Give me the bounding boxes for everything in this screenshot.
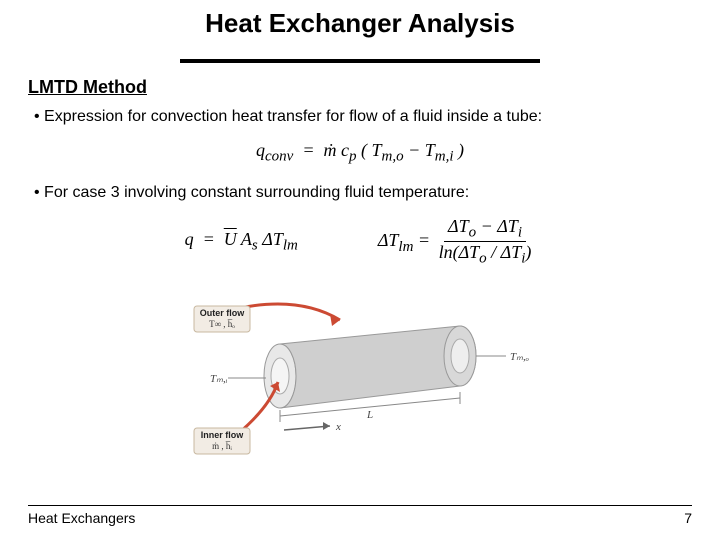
inner-flow-label: Inner flow (201, 430, 244, 440)
equation-lmtd: ΔTlm = ΔTo − ΔTi ln(ΔTo / ΔTi) (378, 216, 536, 268)
outer-flow-label: Outer flow (200, 308, 245, 318)
label-tmi: Tₘ,ᵢ (210, 373, 228, 385)
slide-footer: Heat Exchangers 7 (28, 505, 692, 526)
tube-diagram: Outer flow T∞ , h̅ₒ Inner flow ṁ , h̅ᵢ T… (28, 286, 692, 456)
equation-qconv-row: qconv = ṁ cp ( Tm,o − Tm,i ) (28, 140, 692, 166)
footer-page-number: 7 (684, 510, 692, 526)
equation-qconv: qconv = ṁ cp ( Tm,o − Tm,i ) (256, 140, 464, 166)
title-rule (180, 59, 540, 63)
outer-flow-sub: T∞ , h̅ₒ (209, 319, 235, 329)
label-tmo: Tₘ,ₒ (510, 351, 529, 363)
bullet-1: Expression for convection heat transfer … (34, 108, 692, 126)
equation-row-2: q = U As ΔTlm ΔTlm = ΔTo − ΔTi ln(ΔTo / … (28, 216, 692, 268)
label-x: x (335, 421, 341, 433)
label-L: L (366, 409, 373, 421)
footer-left: Heat Exchangers (28, 510, 135, 526)
section-heading: LMTD Method (28, 77, 692, 98)
equation-q-ua: q = U As ΔTlm (185, 229, 298, 255)
inner-flow-sub: ṁ , h̅ᵢ (212, 441, 232, 451)
bullet-2: For case 3 involving constant surroundin… (34, 184, 692, 202)
slide-title: Heat Exchanger Analysis (28, 8, 692, 45)
